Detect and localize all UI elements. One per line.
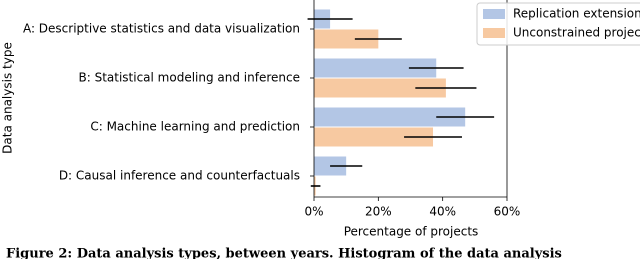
legend-box (476, 2, 640, 46)
bar (314, 29, 379, 49)
legend-swatch (483, 9, 505, 19)
y-tick-label: A: Descriptive statistics and data visua… (23, 22, 300, 36)
y-tick-label: D: Causal inference and counterfactuals (59, 169, 300, 183)
bar (314, 156, 347, 176)
x-axis-label: Percentage of projects (344, 225, 479, 239)
bar (314, 127, 434, 147)
legend-label: Unconstrained projects (513, 26, 640, 40)
x-tick-label: 0% (304, 205, 323, 219)
y-tick-label: C: Machine learning and prediction (90, 120, 300, 134)
y-tick-label: B: Statistical modeling and inference (78, 71, 300, 85)
bar (314, 78, 446, 98)
caption: Figure 2: Data analysis types, between y… (6, 247, 562, 259)
x-tick-label: 40% (429, 205, 456, 219)
bar (314, 58, 437, 78)
x-tick-label: 20% (365, 205, 392, 219)
bar (314, 107, 466, 127)
y-axis-label: Data analysis type (1, 42, 15, 154)
legend-label: Replication extensions (513, 7, 640, 21)
x-tick-label: 60% (494, 205, 521, 219)
legend-swatch (483, 28, 505, 38)
